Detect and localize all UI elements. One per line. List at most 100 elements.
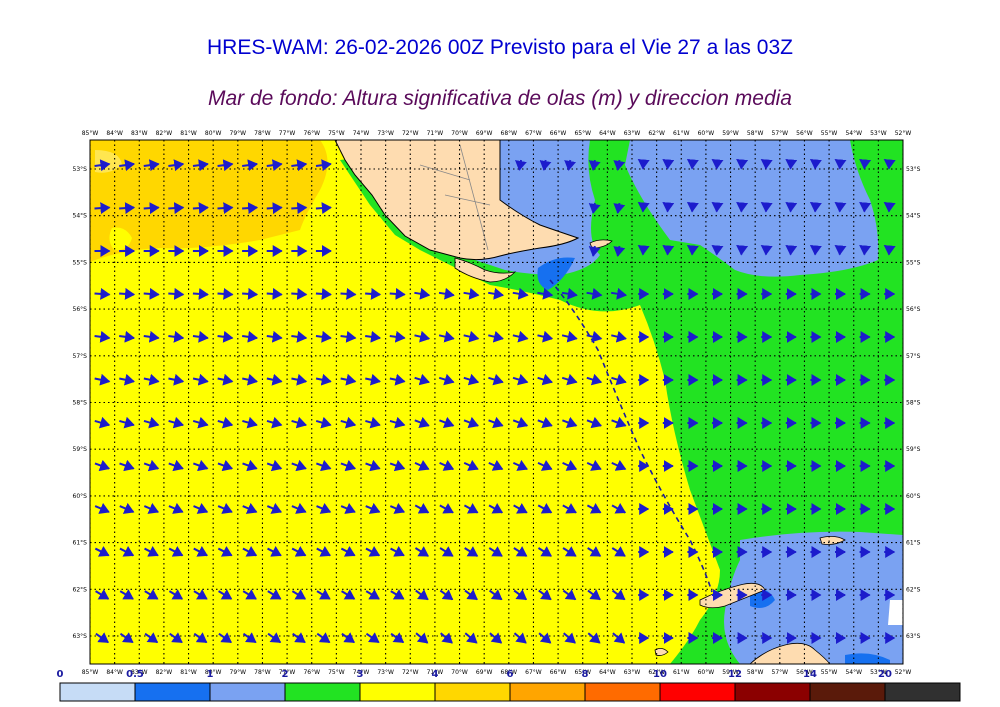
direction-arrow <box>586 330 603 343</box>
direction-arrow <box>218 589 233 600</box>
direction-arrow <box>217 459 234 472</box>
direction-arrow <box>439 546 454 557</box>
direction-arrow <box>291 589 307 600</box>
lon-label: 74°W <box>353 669 370 676</box>
direction-arrow <box>736 244 749 256</box>
direction-arrow <box>883 244 896 256</box>
direction-arrow <box>119 459 135 472</box>
sea-white-patch <box>888 600 903 625</box>
direction-arrow <box>192 287 209 300</box>
direction-arrow <box>365 373 381 386</box>
direction-arrow <box>390 632 405 644</box>
direction-arrow <box>316 545 331 557</box>
lon-label: 71°W <box>427 669 444 676</box>
colorbar-swatch <box>434 682 511 702</box>
direction-arrow <box>463 459 479 471</box>
lon-label: 84°W <box>106 130 123 137</box>
lat-label: 59°S <box>73 446 88 453</box>
colorbar-label: 12 <box>728 669 742 680</box>
direction-arrow <box>512 459 528 471</box>
direction-arrow <box>266 287 283 300</box>
direction-arrow <box>94 545 110 557</box>
colorbar-label: 6 <box>507 669 514 680</box>
direction-arrow <box>414 503 430 514</box>
direction-arrow <box>463 373 480 386</box>
direction-arrow <box>242 330 259 343</box>
direction-arrow <box>637 244 650 256</box>
lon-label: 64°W <box>599 130 616 137</box>
direction-arrow <box>587 589 601 601</box>
direction-arrow <box>586 459 602 471</box>
direction-arrow <box>94 202 111 215</box>
direction-arrow <box>119 502 135 514</box>
direction-arrow <box>365 459 381 472</box>
direction-arrow <box>440 632 453 644</box>
direction-arrow <box>586 503 602 514</box>
lon-label: 74°W <box>353 130 370 137</box>
direction-arrow <box>611 589 626 601</box>
land-islands-cape-horn <box>454 257 517 283</box>
colorbar-swatch <box>884 682 961 702</box>
direction-arrow <box>488 589 503 601</box>
direction-arrow <box>94 330 111 343</box>
lon-label: 53°W <box>870 130 887 137</box>
direction-arrow <box>586 373 603 386</box>
direction-arrow <box>389 287 406 300</box>
direction-arrow <box>586 416 602 429</box>
direction-arrow <box>94 459 111 472</box>
direction-arrow <box>439 459 455 471</box>
direction-arrow <box>291 459 307 472</box>
direction-arrow <box>489 632 503 644</box>
direction-arrow <box>883 158 896 170</box>
direction-arrow <box>587 632 601 644</box>
direction-arrow <box>94 373 111 386</box>
sea-blue-patch-se <box>845 653 890 664</box>
direction-arrow <box>315 459 332 472</box>
direction-arrow <box>538 589 552 601</box>
direction-arrow <box>291 545 307 557</box>
direction-arrow <box>94 159 111 172</box>
direction-arrow <box>168 330 185 343</box>
direction-arrow <box>562 589 577 601</box>
lon-label: 65°W <box>574 669 591 676</box>
lat-label: 56°S <box>906 306 921 313</box>
graticule <box>90 140 903 664</box>
direction-arrow <box>193 545 208 557</box>
direction-arrow <box>291 416 307 429</box>
direction-arrow <box>192 202 209 215</box>
direction-arrow <box>711 201 724 213</box>
lat-label: 58°S <box>906 400 921 407</box>
lon-label: 79°W <box>230 669 247 676</box>
lat-label: 54°S <box>906 213 921 220</box>
direction-arrow <box>883 201 896 213</box>
direction-arrow <box>291 330 308 343</box>
direction-arrow <box>168 545 184 557</box>
direction-arrow <box>711 158 724 170</box>
lat-label: 53°S <box>73 166 88 173</box>
direction-arrow <box>438 287 455 300</box>
direction-arrow <box>217 545 233 557</box>
lat-label: 55°S <box>906 259 921 266</box>
lon-label: 58°W <box>747 130 764 137</box>
direction-arrow <box>662 201 675 213</box>
direction-arrow <box>119 373 135 386</box>
direction-arrow <box>537 546 552 557</box>
lat-label: 58°S <box>73 400 88 407</box>
lon-label: 79°W <box>230 130 247 137</box>
lon-label: 76°W <box>303 669 320 676</box>
map-frame <box>89 139 904 665</box>
colorbar-swatch <box>134 682 211 702</box>
direction-arrow <box>217 287 234 300</box>
lat-label: 55°S <box>73 259 88 266</box>
direction-arrow <box>439 416 455 429</box>
lon-label: 60°W <box>698 130 715 137</box>
direction-arrow <box>315 287 332 300</box>
direction-arrow <box>291 502 307 514</box>
direction-arrow <box>563 632 576 644</box>
direction-arrow <box>168 202 185 215</box>
direction-arrow <box>168 459 184 472</box>
direction-arrow <box>143 287 160 300</box>
lat-label: 57°S <box>906 353 921 360</box>
direction-arrow <box>488 416 504 429</box>
lon-label: 78°W <box>254 130 271 137</box>
